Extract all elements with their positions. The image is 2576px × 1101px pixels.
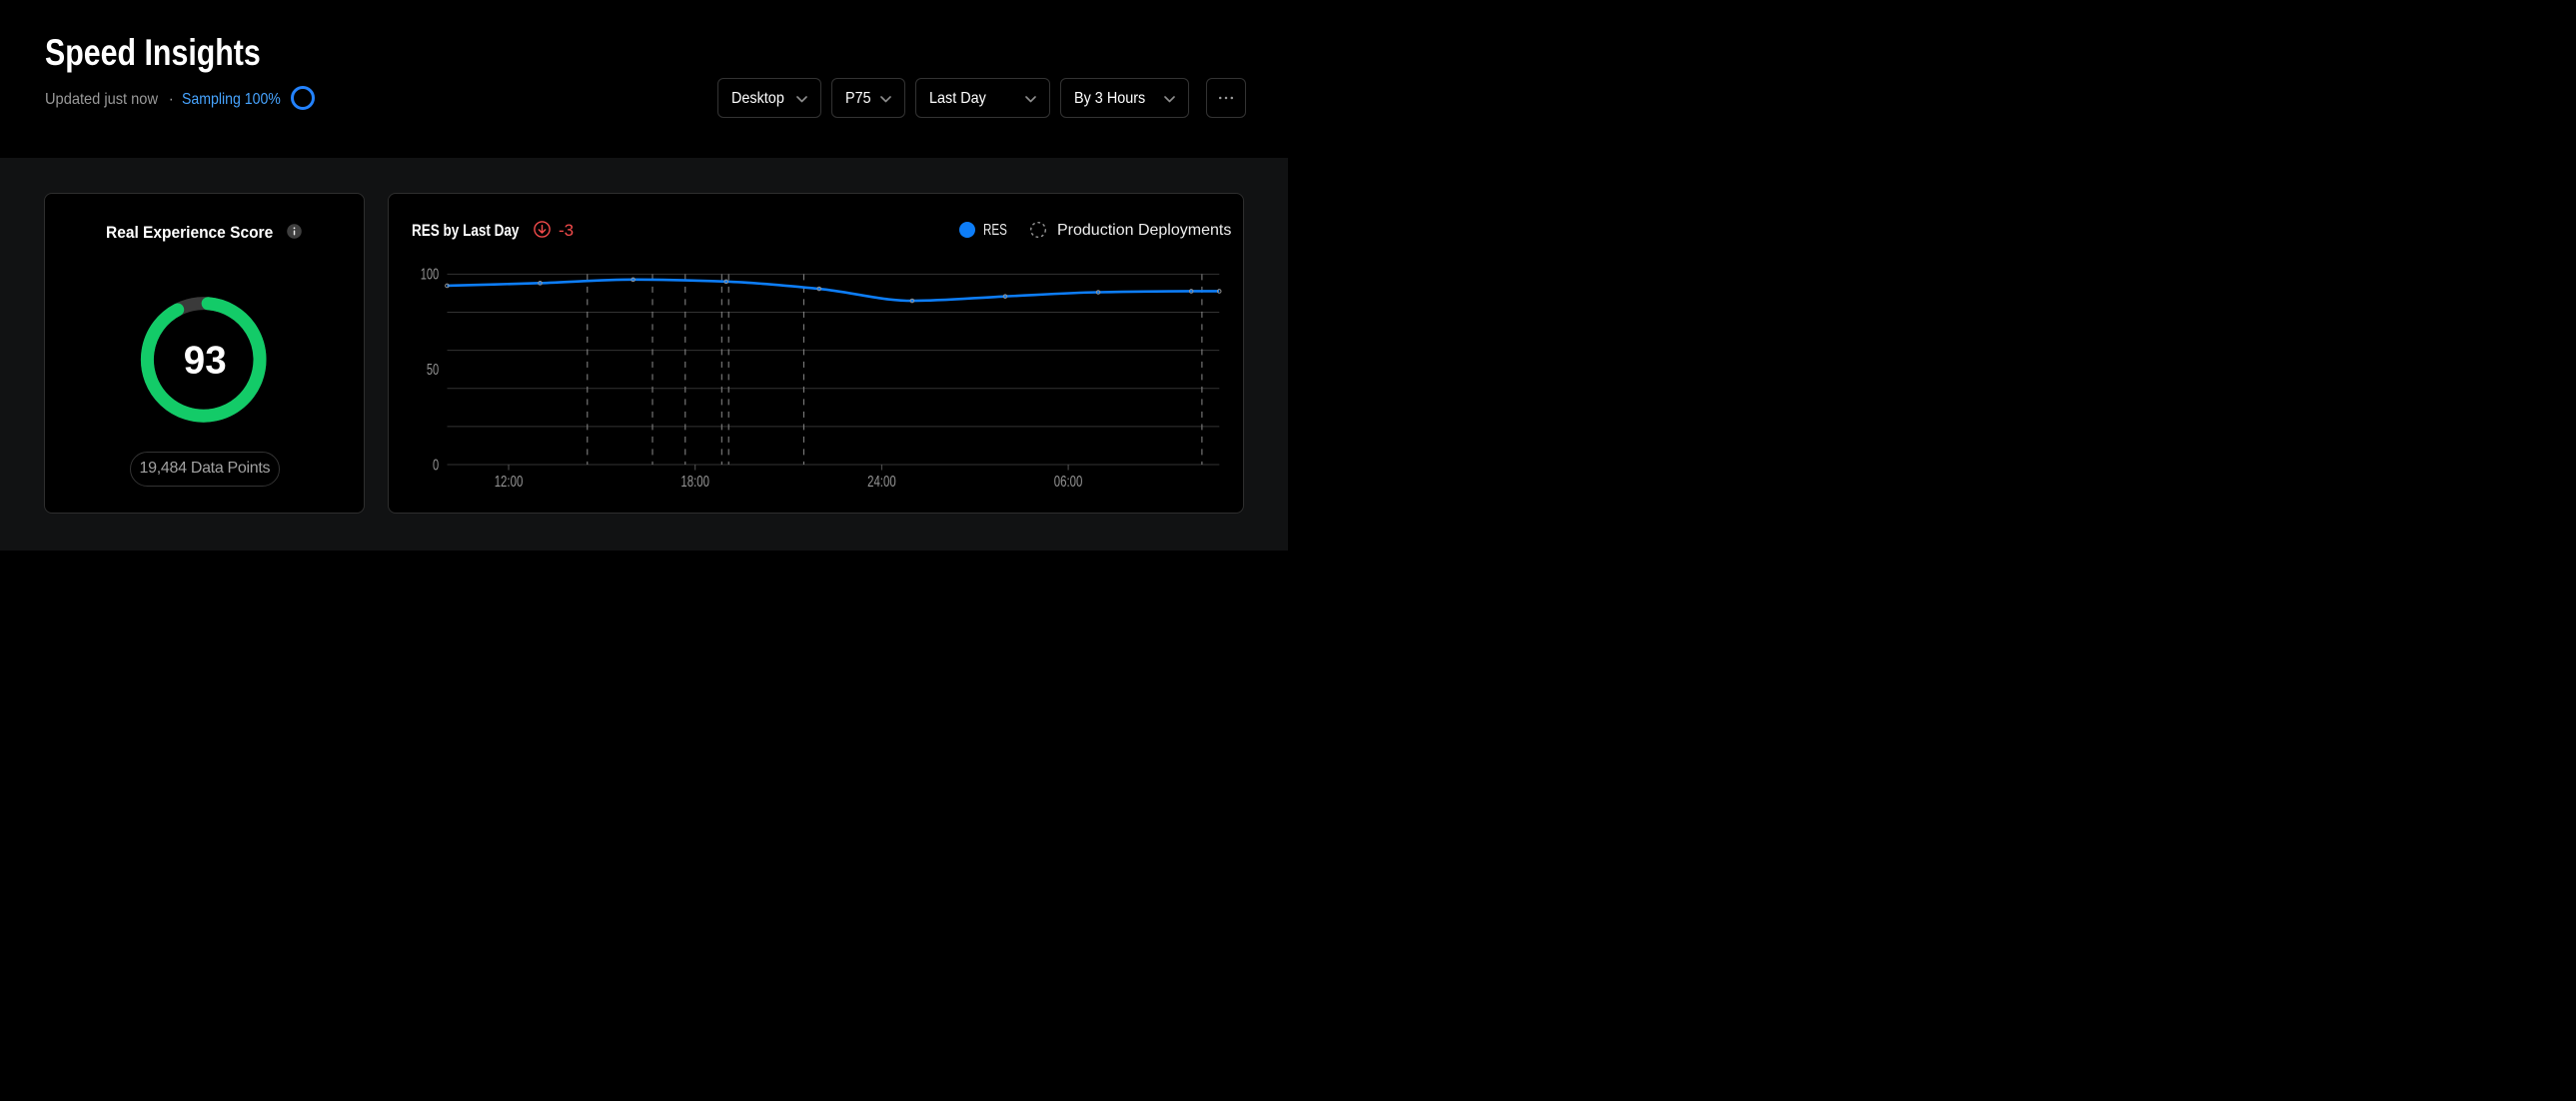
svg-text:50: 50 [427, 361, 439, 378]
svg-text:0: 0 [433, 457, 439, 474]
svg-text:12:00: 12:00 [495, 473, 524, 490]
svg-text:18:00: 18:00 [680, 473, 709, 490]
svg-text:24:00: 24:00 [867, 473, 896, 490]
svg-text:100: 100 [421, 266, 440, 283]
svg-text:93: 93 [184, 340, 227, 383]
svg-text:06:00: 06:00 [1054, 473, 1083, 490]
